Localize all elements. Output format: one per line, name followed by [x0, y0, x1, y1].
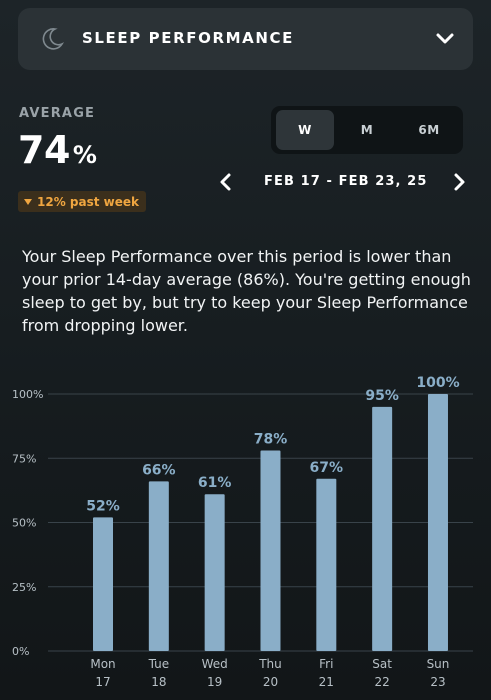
bar-value-label: 100%: [416, 375, 459, 391]
bar: [93, 517, 113, 651]
chevron-left-icon[interactable]: [219, 172, 233, 192]
x-tick-date-label: 18: [151, 675, 166, 689]
x-tick-day-label: Tue: [148, 657, 170, 671]
down-triangle-icon: [24, 198, 32, 205]
bar-value-label: 52%: [86, 498, 120, 514]
x-tick-day-label: Wed: [202, 657, 228, 671]
header-title: SLEEP PERFORMANCE: [82, 29, 294, 47]
x-tick-day-label: Fri: [319, 657, 333, 671]
y-tick-label: 0%: [12, 645, 29, 658]
bar: [204, 494, 225, 651]
range-toggle: W M 6M: [271, 106, 463, 154]
x-tick-date-label: 22: [375, 675, 390, 689]
y-tick-label: 100%: [12, 388, 43, 401]
x-tick-day-label: Mon: [90, 657, 115, 671]
y-tick-label: 25%: [12, 581, 36, 594]
average-unit: %: [72, 141, 97, 169]
bar: [372, 406, 393, 651]
bar-value-label: 61%: [198, 475, 232, 491]
x-tick-date-label: 23: [430, 675, 445, 689]
bar: [316, 478, 337, 651]
x-tick-day-label: Sat: [372, 657, 392, 671]
bar-value-label: 78%: [254, 432, 288, 448]
bar: [260, 450, 281, 651]
average-number: 74: [18, 128, 70, 172]
y-tick-label: 50%: [12, 517, 36, 530]
x-tick-date-label: 21: [319, 675, 334, 689]
bar: [427, 394, 448, 651]
bar-value-label: 95%: [365, 388, 399, 404]
date-range: FEB 17 - FEB 23, 25: [264, 174, 428, 189]
x-tick-date-label: 20: [263, 675, 278, 689]
x-tick-date-label: 17: [95, 675, 110, 689]
bar-value-label: 66%: [142, 462, 176, 478]
average-value: 74%: [18, 128, 97, 172]
chevron-right-icon[interactable]: [452, 172, 466, 192]
x-tick-day-label: Sun: [427, 657, 450, 671]
range-week-button[interactable]: W: [276, 110, 334, 150]
y-tick-label: 75%: [12, 452, 36, 465]
moon-icon: [42, 28, 65, 50]
bar: [148, 481, 169, 651]
performance-description: Your Sleep Performance over this period …: [22, 247, 471, 335]
sleep-performance-header[interactable]: SLEEP PERFORMANCE: [18, 8, 473, 70]
range-6month-button[interactable]: 6M: [418, 123, 440, 137]
x-tick-date-label: 19: [207, 675, 222, 689]
change-text: 12% past week: [37, 194, 139, 209]
range-month-button[interactable]: M: [360, 123, 374, 137]
sleep-performance-chart: 0% 25% 50% 75% 100% 52% Mon 17 66% Tue 18 61% Wed 19 7…: [12, 375, 473, 689]
bar-value-label: 67%: [310, 460, 344, 476]
chevron-down-icon[interactable]: [435, 30, 455, 48]
x-tick-day-label: Thu: [258, 657, 282, 671]
change-badge: 12% past week: [18, 191, 146, 212]
average-label: AVERAGE: [19, 106, 96, 121]
